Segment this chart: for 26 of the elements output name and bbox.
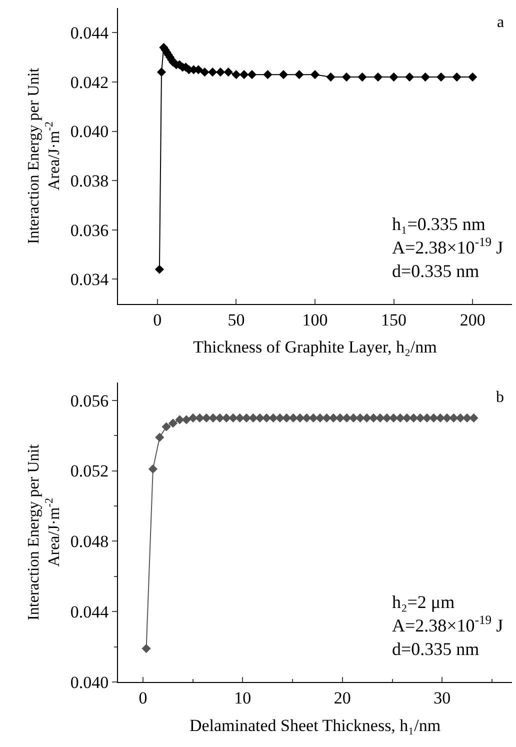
annotation: h₁=0.335 nm A=2.38×10$^{-19}$ J d=0.335 nm bbox=[392, 214, 504, 281]
y-tick-label: 0.040 bbox=[70, 122, 109, 142]
x-tick-label: 100 bbox=[302, 310, 328, 330]
y-tick-label: 0.042 bbox=[70, 72, 109, 92]
x-tick-label: 30 bbox=[434, 688, 451, 708]
y-tick-label: 0.048 bbox=[70, 532, 109, 552]
x-tick-label: 0 bbox=[138, 688, 148, 708]
x-tick-label: 20 bbox=[334, 688, 351, 708]
x-tick-label: 50 bbox=[228, 310, 245, 330]
x-axis-title: Thickness of Graphite Layer, h₂/nm bbox=[193, 338, 437, 357]
y-tick-label: 0.044 bbox=[70, 24, 110, 43]
y-tick-label: 0.044 bbox=[70, 602, 110, 622]
x-tick-label: 0 bbox=[153, 310, 162, 330]
annotation: b bbox=[496, 389, 504, 406]
x-tick-label: 200 bbox=[460, 310, 486, 330]
y-tick-label: 0.040 bbox=[70, 672, 109, 692]
annotation: a bbox=[497, 14, 504, 31]
x-tick-label: 150 bbox=[381, 310, 407, 330]
y-tick-label: 0.052 bbox=[70, 462, 109, 481]
y-tick-label: 0.038 bbox=[70, 172, 109, 191]
y-tick-label: 0.036 bbox=[70, 220, 109, 240]
x-axis-title: Delaminated Sheet Thickness, h₁/nm bbox=[189, 716, 441, 735]
x-tick-label: 10 bbox=[234, 688, 252, 708]
y-tick-label: 0.056 bbox=[70, 391, 109, 410]
y-tick-label: 0.034 bbox=[70, 270, 110, 290]
annotation: h₂=2 μm A=2.38×10$^{-19}$ J d=0.335 nm bbox=[392, 592, 504, 659]
